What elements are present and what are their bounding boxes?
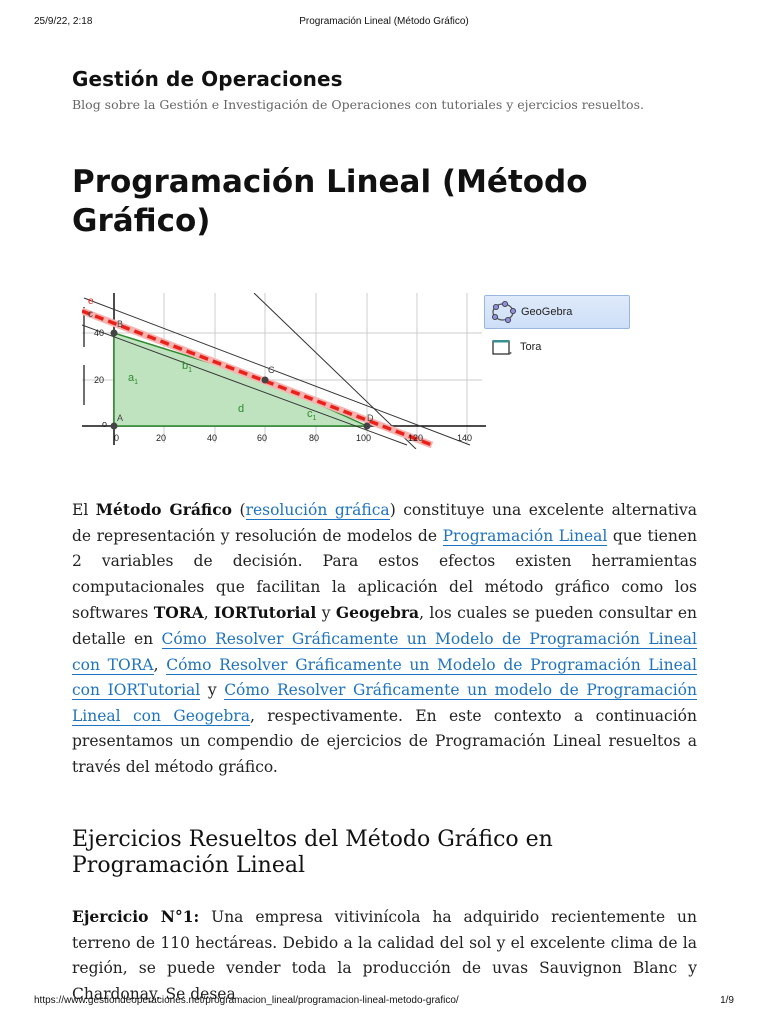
software-tora: TORA	[153, 603, 204, 623]
page-number: 1/9	[720, 995, 734, 1006]
y-tick: o	[102, 419, 107, 429]
objective-line	[81, 309, 433, 447]
link-programacion-lineal[interactable]: Programación Lineal	[442, 526, 608, 546]
point-label-d: D	[367, 413, 374, 423]
segment-label-c1: c1	[307, 408, 317, 422]
panel-item-label: Tora	[520, 341, 542, 353]
link-resolucion-grafica[interactable]: resolución gráfica	[245, 501, 390, 520]
x-tick: 60	[257, 433, 267, 443]
line-label-e: e	[88, 296, 94, 307]
lp-graph: 0 20 40 60 80 100 120 140 o 20 40 A B C …	[80, 292, 486, 450]
panel-item-tora[interactable]: Tora	[484, 331, 628, 363]
link-tora-tutorial[interactable]: Cómo Resolver Gráficamente un Modelo de …	[72, 629, 697, 675]
point-label-a: A	[117, 413, 123, 423]
x-tick: 80	[309, 433, 319, 443]
x-tick: 100	[356, 433, 371, 443]
panel-item-label: GeoGebra	[521, 306, 573, 318]
site-description: Blog sobre la Gestión e Investigación de…	[72, 97, 644, 112]
point-label-c: C	[268, 365, 275, 375]
x-tick: 120	[408, 433, 423, 443]
feasible-region	[114, 333, 367, 426]
site-title[interactable]: Gestión de Operaciones	[72, 67, 343, 91]
segment-label-b1: b1	[182, 360, 192, 374]
y-tick: 40	[94, 328, 104, 338]
section-heading: Ejercicios Resueltos del Método Gráfico …	[72, 827, 553, 878]
x-tick: 0	[114, 433, 119, 443]
intro-paragraph: El Método Gráfico (resolución gráfica) c…	[72, 500, 697, 776]
article-title: Programación Lineal (Método Gráfico)	[72, 164, 588, 239]
x-tick: 20	[156, 433, 166, 443]
y-tick: 20	[94, 375, 104, 385]
software-geogebra: Geogebra	[335, 603, 420, 623]
vertex-points	[110, 329, 371, 430]
method-term: Método Gráfico	[95, 500, 232, 519]
constraint-lines	[81, 292, 471, 450]
exercise-1-paragraph: Ejercicio N°1: Una empresa vitivinícola …	[72, 907, 697, 1003]
software-panel: GeoGebra Tora	[484, 295, 630, 365]
panel-item-geogebra[interactable]: GeoGebra	[484, 295, 630, 329]
print-page-title: Programación Lineal (Método Gráfico)	[299, 16, 469, 27]
segment-label-a1: a1	[128, 372, 138, 386]
software-iortutorial: IORTutorial	[214, 603, 317, 623]
graphical-method-figure: 0 20 40 60 80 100 120 140 o 20 40 A B C …	[80, 292, 486, 450]
print-url: https://www.gestiondeoperaciones.net/pro…	[34, 995, 459, 1006]
segment-label-d: d	[238, 403, 244, 415]
link-geogebra-tutorial[interactable]: Cómo Resolver Gráficamente un modelo de …	[72, 681, 697, 726]
point-label-b: B	[117, 319, 123, 329]
print-date: 25/9/22, 2:18	[34, 16, 93, 27]
x-tick: 40	[207, 433, 217, 443]
link-iortutorial-tutorial[interactable]: Cómo Resolver Gráficamente un Modelo de …	[72, 655, 697, 701]
geogebra-icon	[485, 301, 521, 323]
x-tick: 140	[457, 433, 472, 443]
exercise-label: Ejercicio N°1:	[72, 907, 200, 926]
tora-window-icon	[484, 338, 520, 356]
line-label-c: c	[88, 309, 93, 320]
